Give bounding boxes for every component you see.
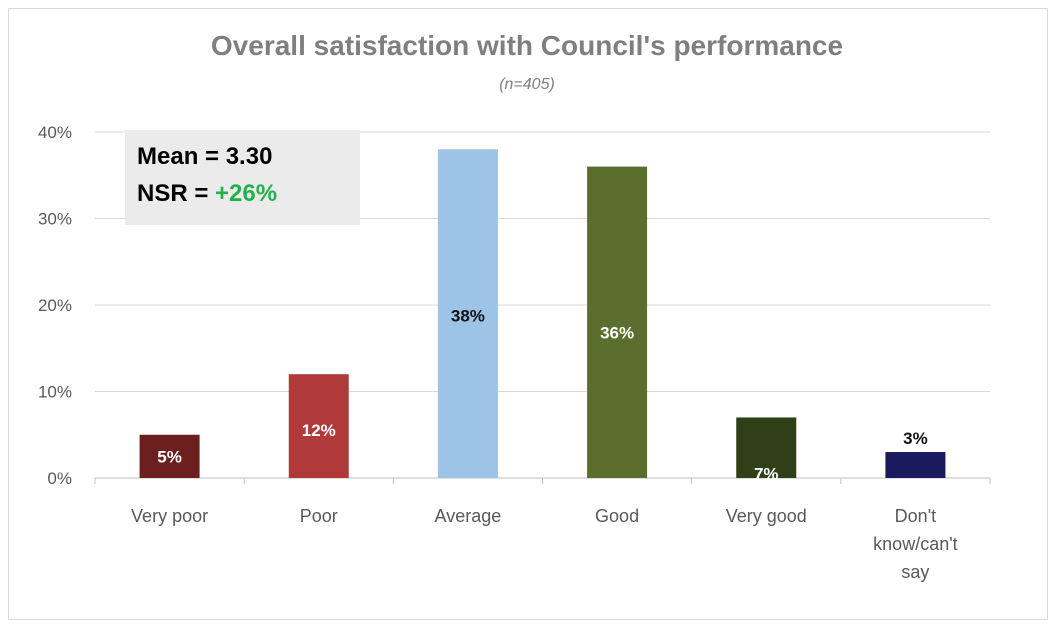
mean-stat: Mean = 3.30 [137, 143, 273, 170]
x-tick-label: Very poor [131, 506, 208, 526]
bar [587, 166, 648, 478]
nsr-stat: NSR = +26% [137, 175, 360, 212]
bar [885, 452, 946, 478]
stats-box: Mean = 3.30 NSR = +26% [125, 130, 360, 225]
y-tick-label: 0% [47, 469, 72, 488]
bar [736, 417, 797, 478]
data-label: 5% [157, 447, 182, 466]
x-tick-label: Average [435, 506, 502, 526]
nsr-value: +26% [215, 180, 278, 207]
data-label: 7% [754, 464, 779, 483]
bar [437, 149, 498, 479]
x-tick-label: know/can't [873, 534, 957, 554]
bar [139, 434, 200, 478]
x-tick-label: Very good [726, 506, 807, 526]
x-tick-label: Good [595, 506, 639, 526]
y-tick-label: 20% [38, 296, 72, 315]
nsr-prefix: NSR = [137, 180, 216, 207]
data-label: 12% [302, 421, 336, 440]
chart-title: Overall satisfaction with Council's perf… [210, 30, 844, 61]
y-tick-label: 40% [38, 123, 72, 142]
chart-subtitle: (n=405) [499, 76, 555, 93]
chart-frame [8, 8, 1048, 620]
data-label: 3% [903, 429, 928, 448]
x-tick-label: Poor [300, 506, 338, 526]
y-tick-label: 10% [38, 383, 72, 402]
y-tick-label: 30% [38, 210, 72, 229]
x-tick-label: say [901, 562, 929, 582]
data-label: 36% [600, 324, 634, 343]
bar [288, 374, 349, 478]
x-tick-label: Don't [895, 506, 936, 526]
data-label: 38% [451, 306, 485, 325]
